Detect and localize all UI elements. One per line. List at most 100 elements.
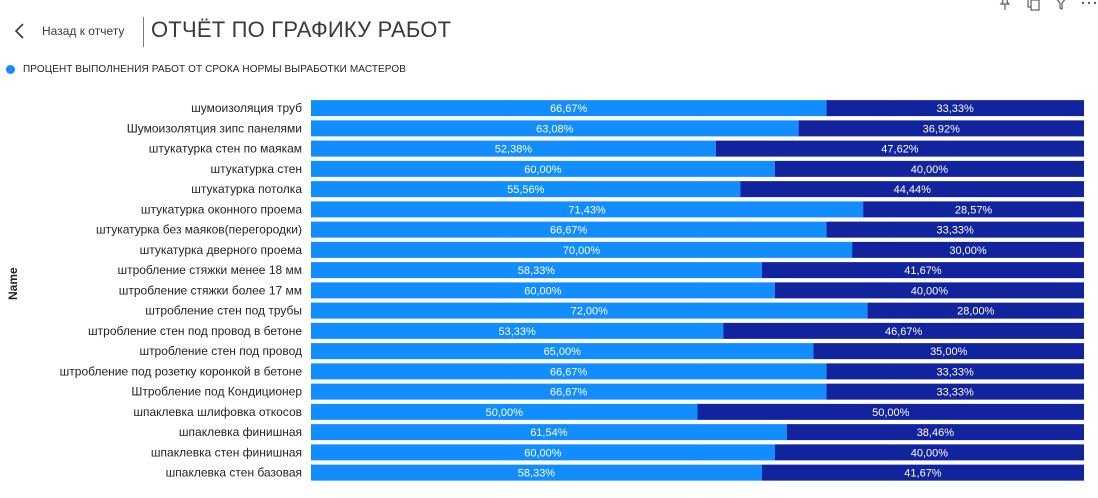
category-label: штукатурка потолка [191,182,302,196]
category-label: Штробление под Кондиционер [131,385,302,399]
bar-segment-series-2[interactable] [697,403,1085,420]
category-label: штробление стен под провод [139,344,302,358]
data-label-series-1: 61,54% [530,427,568,439]
data-label-series-1: 66,67% [550,387,588,399]
bar-segment-series-1[interactable] [311,181,741,198]
bar-segment-series-2[interactable] [863,201,1084,218]
data-label-series-2: 40,00% [911,447,949,459]
category-label: штробление стен под провод в бетоне [88,324,302,338]
data-label-series-1: 58,33% [518,468,556,480]
category-label: штукатурка стен по маякам [149,142,302,156]
legend-marker [6,65,15,74]
back-to-report-label: Назад к отчету [42,24,125,38]
data-label-series-2: 41,67% [904,265,942,277]
data-label-series-1: 60,00% [524,164,562,176]
category-label: Шумоизолятция зипс панелями [127,121,302,135]
chart-legend: ПРОЦЕНТ ВЫПОЛНЕНИЯ РАБОТ ОТ СРОКА НОРМЫ … [6,64,406,75]
bar-segment-series-2[interactable] [774,160,1084,177]
data-label-series-2: 40,00% [911,285,949,297]
bar-segment-series-2[interactable] [723,322,1084,339]
bar-segment-series-1[interactable] [311,120,799,137]
data-label-series-2: 46,67% [885,326,923,338]
bar-segment-series-2[interactable] [826,221,1084,238]
category-label: штробление под розетку коронкой в бетоне [60,364,303,378]
category-label: шпаклевка стен финишная [151,445,302,459]
data-label-series-1: 63,08% [536,123,574,135]
bar-segment-series-1[interactable] [311,221,827,238]
bar-segment-series-1[interactable] [311,424,787,441]
bar-segment-series-1[interactable] [311,403,698,420]
data-label-series-1: 60,00% [524,447,562,459]
bar-segment-series-1[interactable] [311,140,716,157]
bar-segment-series-1[interactable] [311,383,827,400]
data-label-series-2: 47,62% [881,144,919,156]
copy-icon[interactable] [1024,0,1042,12]
bar-segment-series-1[interactable] [311,363,827,380]
data-label-series-2: 38,46% [917,427,955,439]
more-options-icon[interactable] [1080,0,1098,12]
bar-segment-series-2[interactable] [826,383,1084,400]
data-label-series-1: 70,00% [563,245,601,257]
title-divider [143,17,144,47]
data-label-series-2: 36,92% [923,123,961,135]
category-label: штробление стяжки более 17 мм [119,283,302,297]
bar-segment-series-2[interactable] [774,444,1084,461]
filter-icon[interactable] [1052,0,1070,12]
page-title: ОТЧЁТ ПО ГРАФИКУ РАБОТ [151,17,452,42]
data-label-series-2: 35,00% [930,346,968,358]
bar-segment-series-2[interactable] [774,282,1084,299]
data-label-series-2: 40,00% [911,164,949,176]
data-label-series-1: 65,00% [544,346,582,358]
data-label-series-2: 28,57% [955,204,993,216]
data-label-series-1: 66,67% [550,366,588,378]
data-label-series-2: 33,33% [937,103,975,115]
data-label-series-2: 33,33% [937,366,975,378]
data-label-series-1: 66,67% [550,225,588,237]
bar-segment-series-1[interactable] [311,201,864,218]
bar-segment-series-2[interactable] [813,343,1084,360]
visual-toolbar [996,0,1098,12]
bar-segment-series-2[interactable] [852,241,1084,258]
data-label-series-1: 52,38% [495,144,533,156]
category-label: шумоизоляция труб [191,101,302,115]
bar-segment-series-1[interactable] [311,262,762,279]
bar-segment-series-2[interactable] [826,100,1084,117]
bar-segment-series-2[interactable] [867,302,1084,319]
data-label-series-1: 53,33% [498,326,536,338]
bar-segment-series-1[interactable] [311,160,775,177]
data-label-series-1: 66,67% [550,103,588,115]
back-to-report-button[interactable]: Назад к отчету [10,18,124,44]
bar-segment-series-1[interactable] [311,100,827,117]
bar-segment-series-1[interactable] [311,464,762,481]
category-label: шпаклевка финишная [179,425,302,439]
bar-segment-series-1[interactable] [311,282,775,299]
data-label-series-2: 33,33% [937,387,975,399]
category-label: шпаклевка шлифовка откосов [133,405,302,419]
legend-label: ПРОЦЕНТ ВЫПОЛНЕНИЯ РАБОТ ОТ СРОКА НОРМЫ … [23,64,406,75]
data-label-series-2: 50,00% [872,407,910,419]
bar-segment-series-2[interactable] [786,424,1084,441]
bar-segment-series-1[interactable] [311,444,775,461]
bar-segment-series-1[interactable] [311,241,853,258]
category-label: штробление стяжки менее 18 мм [117,263,302,277]
category-label: штукатурка дверного проема [140,243,303,257]
data-label-series-1: 50,00% [486,407,524,419]
bar-segment-series-2[interactable] [761,464,1084,481]
bar-segment-series-1[interactable] [311,322,724,339]
pin-icon[interactable] [996,0,1014,12]
bar-segment-series-2[interactable] [798,120,1084,137]
data-label-series-1: 71,43% [568,204,606,216]
category-label: штукатурка оконного проема [141,202,302,216]
chevron-left-icon [10,20,32,42]
data-label-series-2: 44,44% [894,184,932,196]
bar-segment-series-2[interactable] [715,140,1084,157]
bar-segment-series-2[interactable] [826,363,1084,380]
bar-segment-series-1[interactable] [311,343,814,360]
data-label-series-1: 72,00% [571,306,609,318]
bar-segment-series-1[interactable] [311,302,868,319]
data-label-series-1: 58,33% [518,265,556,277]
report-header: Назад к отчету ОТЧЁТ ПО ГРАФИКУ РАБОТ [0,0,1098,62]
bar-segment-series-2[interactable] [740,181,1084,198]
data-label-series-1: 60,00% [524,285,562,297]
bar-segment-series-2[interactable] [761,262,1084,279]
